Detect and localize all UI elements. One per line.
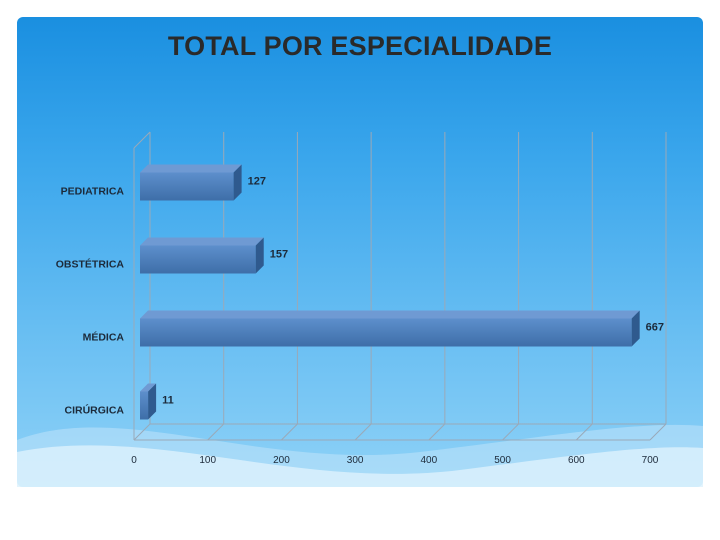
x-tick-label: 300 (347, 455, 364, 466)
bar-end-face (631, 310, 640, 347)
data-label: 667 (646, 322, 664, 334)
bar (140, 391, 149, 420)
bar-end-face (255, 237, 264, 274)
data-label: 157 (270, 249, 288, 261)
x-tick-label: 200 (273, 455, 290, 466)
bar-end-face (148, 383, 157, 420)
floor-gridline (575, 423, 593, 441)
slide-background: TOTAL POR ESPECIALIDADE (17, 17, 703, 487)
bar-top-face (140, 310, 640, 319)
x-tick-label: 500 (494, 455, 511, 466)
decorative-wave-light (17, 445, 703, 487)
y-category-label: OBSTÉTRICA (56, 258, 125, 271)
x-tick-label: 400 (421, 455, 438, 466)
x-tick-label: 600 (568, 455, 585, 466)
x-tick-label: 100 (199, 455, 216, 466)
bar-top-face (140, 383, 157, 392)
floor-gridline (502, 423, 519, 441)
axis-depth-line (133, 131, 151, 149)
bar-top-face (140, 237, 264, 246)
data-label: 11 (162, 395, 174, 407)
x-tick-label: 700 (642, 455, 659, 466)
floor-gridline (649, 423, 667, 441)
bar (140, 318, 632, 347)
bar (140, 245, 256, 274)
y-category-label: MÉDICA (83, 331, 125, 344)
y-category-label: PEDIATRICA (61, 186, 125, 198)
bar (140, 172, 234, 201)
floor-gridline (133, 423, 151, 441)
floor-gridline (354, 423, 372, 441)
bar-end-face (233, 164, 242, 201)
x-tick-label: 0 (131, 455, 137, 466)
floor-gridline (207, 423, 225, 441)
bar-top-face (140, 164, 242, 173)
floor-gridline (428, 423, 446, 441)
slide-title: TOTAL POR ESPECIALIDADE (167, 31, 553, 61)
floor-gridline (281, 423, 298, 441)
y-category-label: CIRÚRGICA (65, 404, 125, 417)
data-label: 127 (248, 176, 266, 188)
